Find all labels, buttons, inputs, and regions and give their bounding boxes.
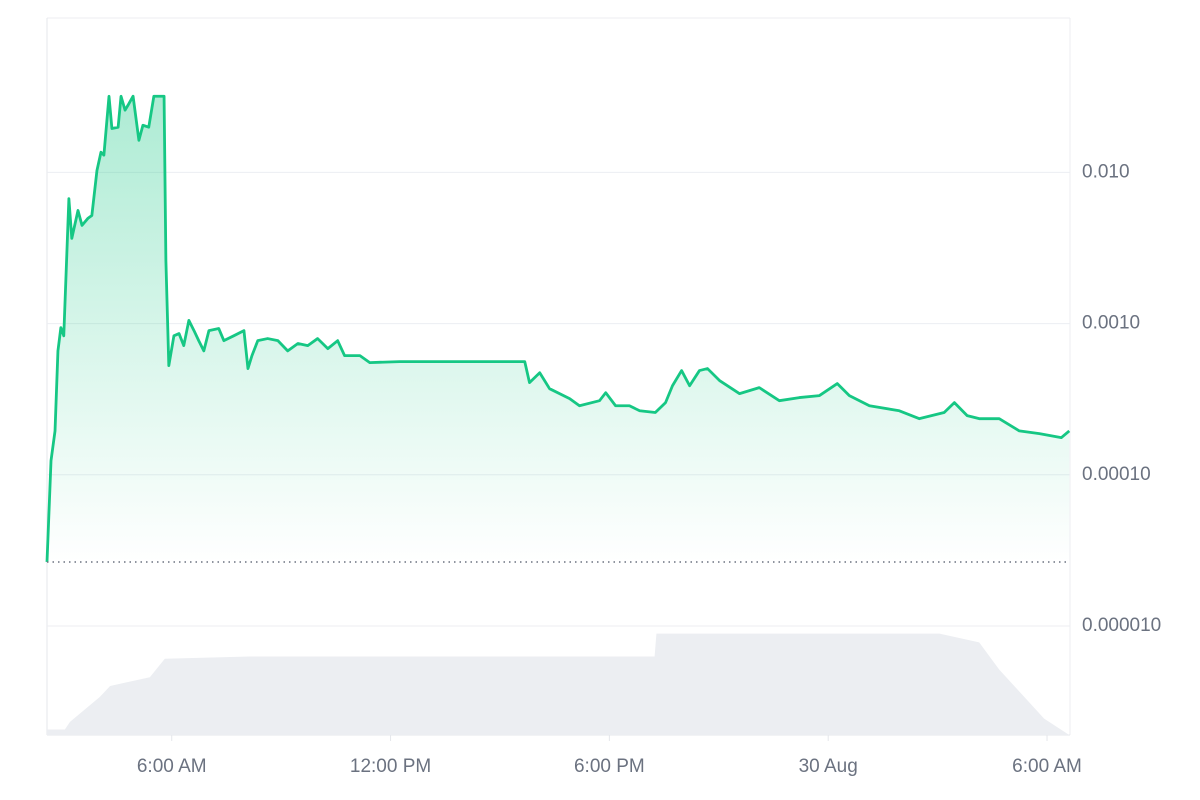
y-tick-label: 0.00010 <box>1082 464 1151 485</box>
x-tick-label: 6:00 AM <box>1012 756 1082 777</box>
price-area <box>47 96 1070 562</box>
price-line <box>45 94 1071 563</box>
x-tick-label: 6:00 PM <box>574 756 645 777</box>
y-tick-label: 0.000010 <box>1082 615 1161 636</box>
x-tick-label: 30 Aug <box>799 756 858 777</box>
x-tick-label: 6:00 AM <box>137 756 207 777</box>
y-tick-label: 0.0010 <box>1082 313 1140 334</box>
y-tick-label: 0.010 <box>1082 161 1130 182</box>
x-tick-label: 12:00 PM <box>350 756 431 777</box>
volume-area <box>47 633 1070 735</box>
